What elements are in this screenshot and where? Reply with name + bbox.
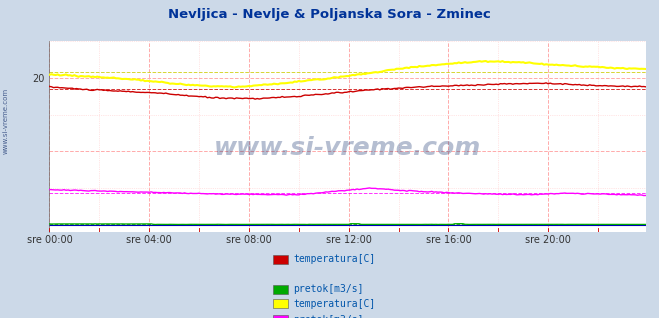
Text: Nevljica - Nevlje & Poljanska Sora - Zminec: Nevljica - Nevlje & Poljanska Sora - Zmi… xyxy=(168,8,491,21)
Text: www.si-vreme.com: www.si-vreme.com xyxy=(214,136,481,160)
Text: pretok[m3/s]: pretok[m3/s] xyxy=(293,315,364,318)
Text: temperatura[C]: temperatura[C] xyxy=(293,299,376,309)
Text: www.si-vreme.com: www.si-vreme.com xyxy=(2,88,9,154)
Text: temperatura[C]: temperatura[C] xyxy=(293,254,376,264)
Text: pretok[m3/s]: pretok[m3/s] xyxy=(293,284,364,294)
